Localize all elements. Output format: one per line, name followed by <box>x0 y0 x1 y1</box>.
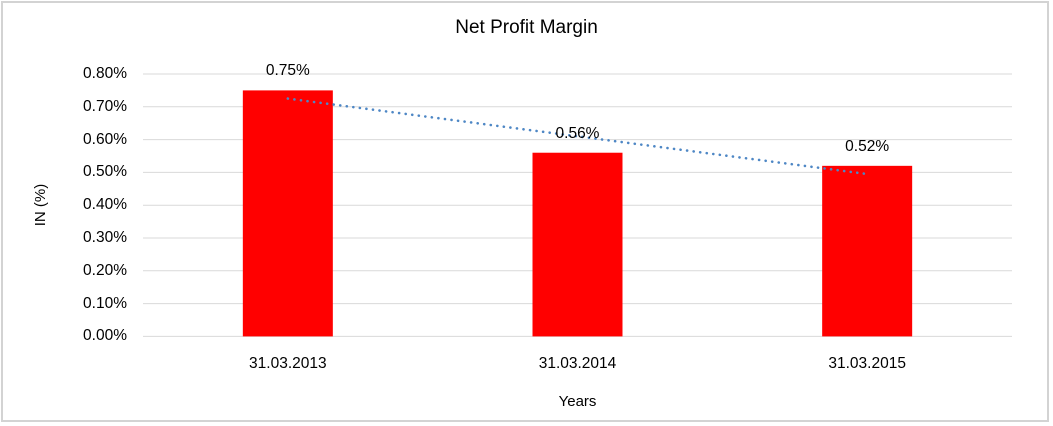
x-tick-label: 31.03.2014 <box>538 355 617 372</box>
y-tick-label: 0.40% <box>83 196 127 214</box>
x-tick-label: 31.03.2013 <box>249 355 327 372</box>
y-tick-label: 0.30% <box>83 229 127 246</box>
y-tick-label: 0.00% <box>83 327 127 345</box>
x-tick-label: 31.03.2015 <box>828 355 906 372</box>
bar-31.03.2014 <box>532 152 623 337</box>
bar-data-label: 0.52% <box>845 137 890 155</box>
chart-title: Net Profit Margin <box>455 17 598 38</box>
x-axis-title: Years <box>558 393 597 410</box>
y-tick-label: 0.20% <box>83 261 127 279</box>
y-tick-label: 0.50% <box>83 163 127 181</box>
y-tick-label: 0.70% <box>83 97 127 115</box>
y-tick-label: 0.80% <box>83 65 127 82</box>
bar-data-label: 0.75% <box>265 62 310 80</box>
bar-31.03.2015 <box>822 165 913 337</box>
bar-31.03.2013 <box>242 90 333 337</box>
bar-data-label: 0.56% <box>555 124 600 142</box>
y-axis-title: IN (%) <box>32 183 49 227</box>
y-tick-label: 0.10% <box>83 294 127 312</box>
y-tick-label: 0.60% <box>83 130 127 148</box>
